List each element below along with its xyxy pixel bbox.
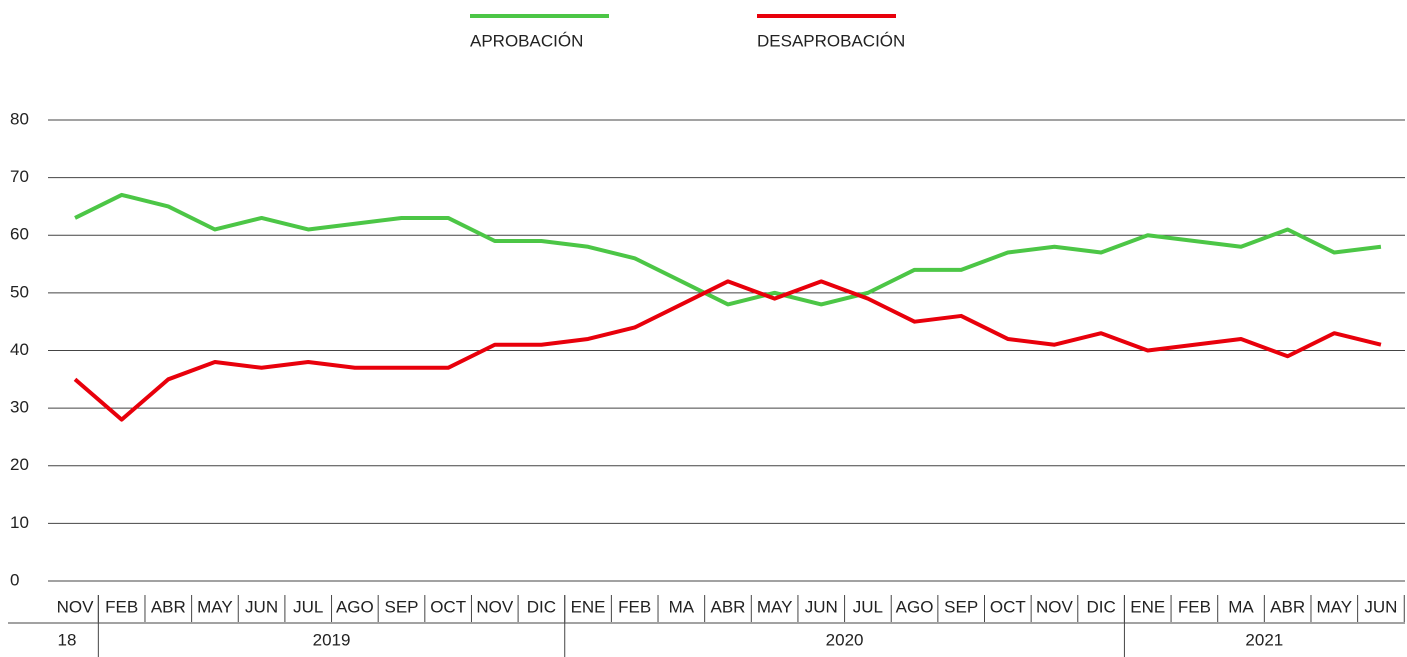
series-line [74, 192, 1382, 307]
x-tick-label: ABR [710, 597, 745, 616]
x-tick-label: FEB [105, 597, 138, 616]
year-label: 2021 [1245, 630, 1283, 649]
x-tick-label: JUN [1364, 597, 1397, 616]
x-tick-label: OCT [990, 597, 1026, 616]
y-tick-label: 60 [10, 225, 29, 244]
y-tick-label: 50 [10, 282, 29, 301]
x-tick-label: SEP [944, 597, 978, 616]
y-tick-label: 20 [10, 455, 29, 474]
y-tick-label: 30 [10, 398, 29, 417]
y-tick-label: 0 [10, 570, 19, 589]
x-tick-label: AGO [896, 597, 934, 616]
x-tick-label: MA [669, 597, 695, 616]
x-tick-label: ENE [571, 597, 606, 616]
x-tick-label: FEB [1178, 597, 1211, 616]
x-tick-label: AGO [336, 597, 374, 616]
x-tick-label: FEB [618, 597, 651, 616]
x-tick-label: NOV [476, 597, 514, 616]
x-tick-label: JUL [853, 597, 883, 616]
x-tick-label: JUN [245, 597, 278, 616]
legend-label: DESAPROBACIÓN [757, 31, 905, 50]
x-tick-label: ABR [1270, 597, 1305, 616]
x-tick-label: DIC [1086, 597, 1115, 616]
year-label: 2019 [313, 630, 351, 649]
x-tick-label: ABR [151, 597, 186, 616]
series-line [73, 279, 1382, 422]
x-tick-label: JUN [805, 597, 838, 616]
y-tick-label: 70 [10, 167, 29, 186]
y-tick-label: 40 [10, 340, 29, 359]
year-label: 18 [58, 630, 77, 649]
year-label: 2020 [826, 630, 864, 649]
x-tick-label: SEP [384, 597, 418, 616]
x-tick-label: DIC [527, 597, 556, 616]
x-tick-label: NOV [1036, 597, 1074, 616]
x-tick-label: MAY [757, 597, 793, 616]
y-tick-label: 80 [10, 109, 29, 128]
x-tick-label: OCT [430, 597, 466, 616]
y-tick-label: 10 [10, 513, 29, 532]
legend-label: APROBACIÓN [470, 31, 583, 50]
x-tick-label: JUL [293, 597, 323, 616]
x-tick-label: MA [1228, 597, 1254, 616]
x-tick-label: NOV [57, 597, 95, 616]
x-tick-label: MAY [1317, 597, 1353, 616]
x-tick-label: ENE [1130, 597, 1165, 616]
x-tick-label: MAY [197, 597, 233, 616]
